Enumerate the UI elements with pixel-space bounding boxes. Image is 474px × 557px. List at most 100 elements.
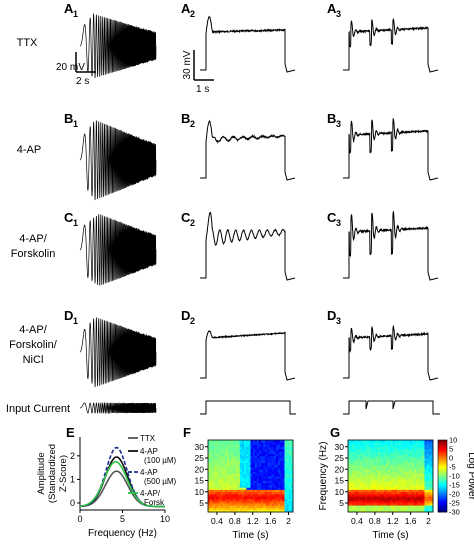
heatmap-cell	[222, 505, 226, 508]
heatmap-cell	[256, 444, 260, 448]
heatmap-cell	[388, 480, 391, 484]
heatmap-cell	[276, 446, 279, 450]
heatmap-cell	[212, 509, 215, 513]
heatmap-cell	[424, 442, 428, 445]
heatmap-cell	[263, 507, 266, 511]
heatmap-cell	[409, 509, 413, 513]
colorbar-tick-label: -20	[449, 490, 460, 499]
heatmap-cell	[250, 446, 254, 450]
heatmap-cell	[263, 494, 266, 497]
heatmap-cell	[379, 509, 383, 513]
heatmap-cell	[362, 453, 366, 457]
heatmap-cell	[239, 505, 243, 508]
heatmap-cell	[354, 464, 357, 468]
heatmap-cell	[229, 485, 232, 488]
heatmap-cell	[233, 460, 237, 463]
heatmap-cell	[248, 462, 251, 466]
heatmap-cell	[252, 482, 256, 486]
heatmap-cell	[265, 451, 268, 454]
heatmap-cell	[284, 444, 288, 448]
heatmap-cell	[426, 467, 430, 470]
heatmap-cell	[371, 491, 374, 495]
heatmap-cell	[248, 485, 251, 488]
heatmap-cell	[413, 442, 417, 445]
trace-d2	[200, 330, 296, 381]
heatmap-cell	[369, 476, 372, 479]
heatmap-cell	[371, 449, 374, 452]
heatmap-cell	[263, 471, 266, 475]
heatmap-cell	[379, 478, 383, 481]
heatmap-cell	[430, 507, 434, 511]
heatmap-cell	[426, 458, 430, 461]
heatmap-cell	[259, 482, 262, 486]
heatmap-cell	[348, 473, 351, 477]
heatmap-cell	[225, 491, 228, 495]
heatmap-cell	[280, 485, 283, 488]
heatmap-cell	[375, 507, 379, 511]
heatmap-cell	[280, 446, 283, 450]
heatmap-cell	[396, 453, 400, 457]
heatmap-cell	[286, 449, 290, 452]
heatmap-cell	[244, 478, 247, 481]
heatmap-cell	[218, 464, 222, 468]
heatmap-cell	[418, 460, 421, 463]
heatmap-cell	[407, 498, 411, 502]
heatmap-cell	[348, 467, 351, 470]
heatmap-cell	[358, 444, 362, 448]
colorbar-cell	[438, 458, 447, 460]
heatmap-cell	[386, 462, 389, 466]
heatmap-cell	[375, 487, 379, 490]
heatmap-cell	[348, 449, 351, 452]
heatmap-cell	[212, 453, 215, 457]
heatmap-cell	[278, 467, 281, 470]
heatmap-cell	[229, 458, 232, 461]
colorbar-cell	[438, 449, 447, 452]
heatmap-cell	[220, 442, 224, 445]
heatmap-cell	[394, 476, 398, 479]
heatmap-y-tick-label: 10	[195, 487, 205, 497]
heatmap-cell	[420, 487, 423, 490]
heatmap-cell	[390, 485, 394, 488]
heatmap-cell	[278, 507, 281, 511]
heatmap-cell	[392, 473, 396, 477]
heatmap-cell	[222, 455, 226, 459]
heatmap-cell	[422, 444, 425, 448]
heatmap-cell	[259, 449, 262, 452]
heatmap-cell	[362, 455, 366, 459]
heatmap-cell	[225, 507, 228, 511]
heatmap-cell	[384, 496, 387, 499]
heatmap-cell	[269, 507, 273, 511]
heatmap-cell	[227, 446, 230, 450]
heatmap-cell	[290, 509, 294, 513]
heatmap-cell	[282, 482, 285, 486]
heatmap-cell	[413, 455, 417, 459]
heatmap-cell	[227, 471, 230, 475]
heatmap-cell	[231, 451, 234, 454]
heatmap-cell	[271, 491, 275, 495]
heatmap-cell	[288, 509, 292, 513]
heatmap-cell	[348, 446, 351, 450]
heatmap-cell	[269, 473, 273, 477]
heatmap-cell	[365, 485, 368, 488]
heatmap-cell	[362, 462, 366, 466]
heatmap-cell	[235, 455, 239, 459]
colorbar-tick-label: -30	[449, 508, 460, 517]
sub-D2: 2	[190, 316, 195, 326]
heatmap-cell	[278, 482, 281, 486]
heatmap-cell	[394, 455, 398, 459]
heatmap-cell	[420, 444, 423, 448]
heatmap-cell	[290, 489, 294, 493]
heatmap-cell	[267, 505, 271, 508]
sub-C3: 3	[336, 218, 341, 228]
heatmap-cell	[424, 489, 428, 493]
heatmap-cell	[352, 464, 355, 468]
heatmap-cell	[273, 498, 277, 502]
heatmap-cell	[394, 505, 398, 508]
heatmap-cell	[360, 487, 364, 490]
heatmap-cell	[407, 467, 411, 470]
heatmap-cell	[212, 485, 215, 488]
heatmap-cell	[358, 442, 362, 445]
heatmap-cell	[356, 458, 360, 461]
heatmap-cell	[358, 453, 362, 457]
heatmap-cell	[227, 442, 230, 445]
